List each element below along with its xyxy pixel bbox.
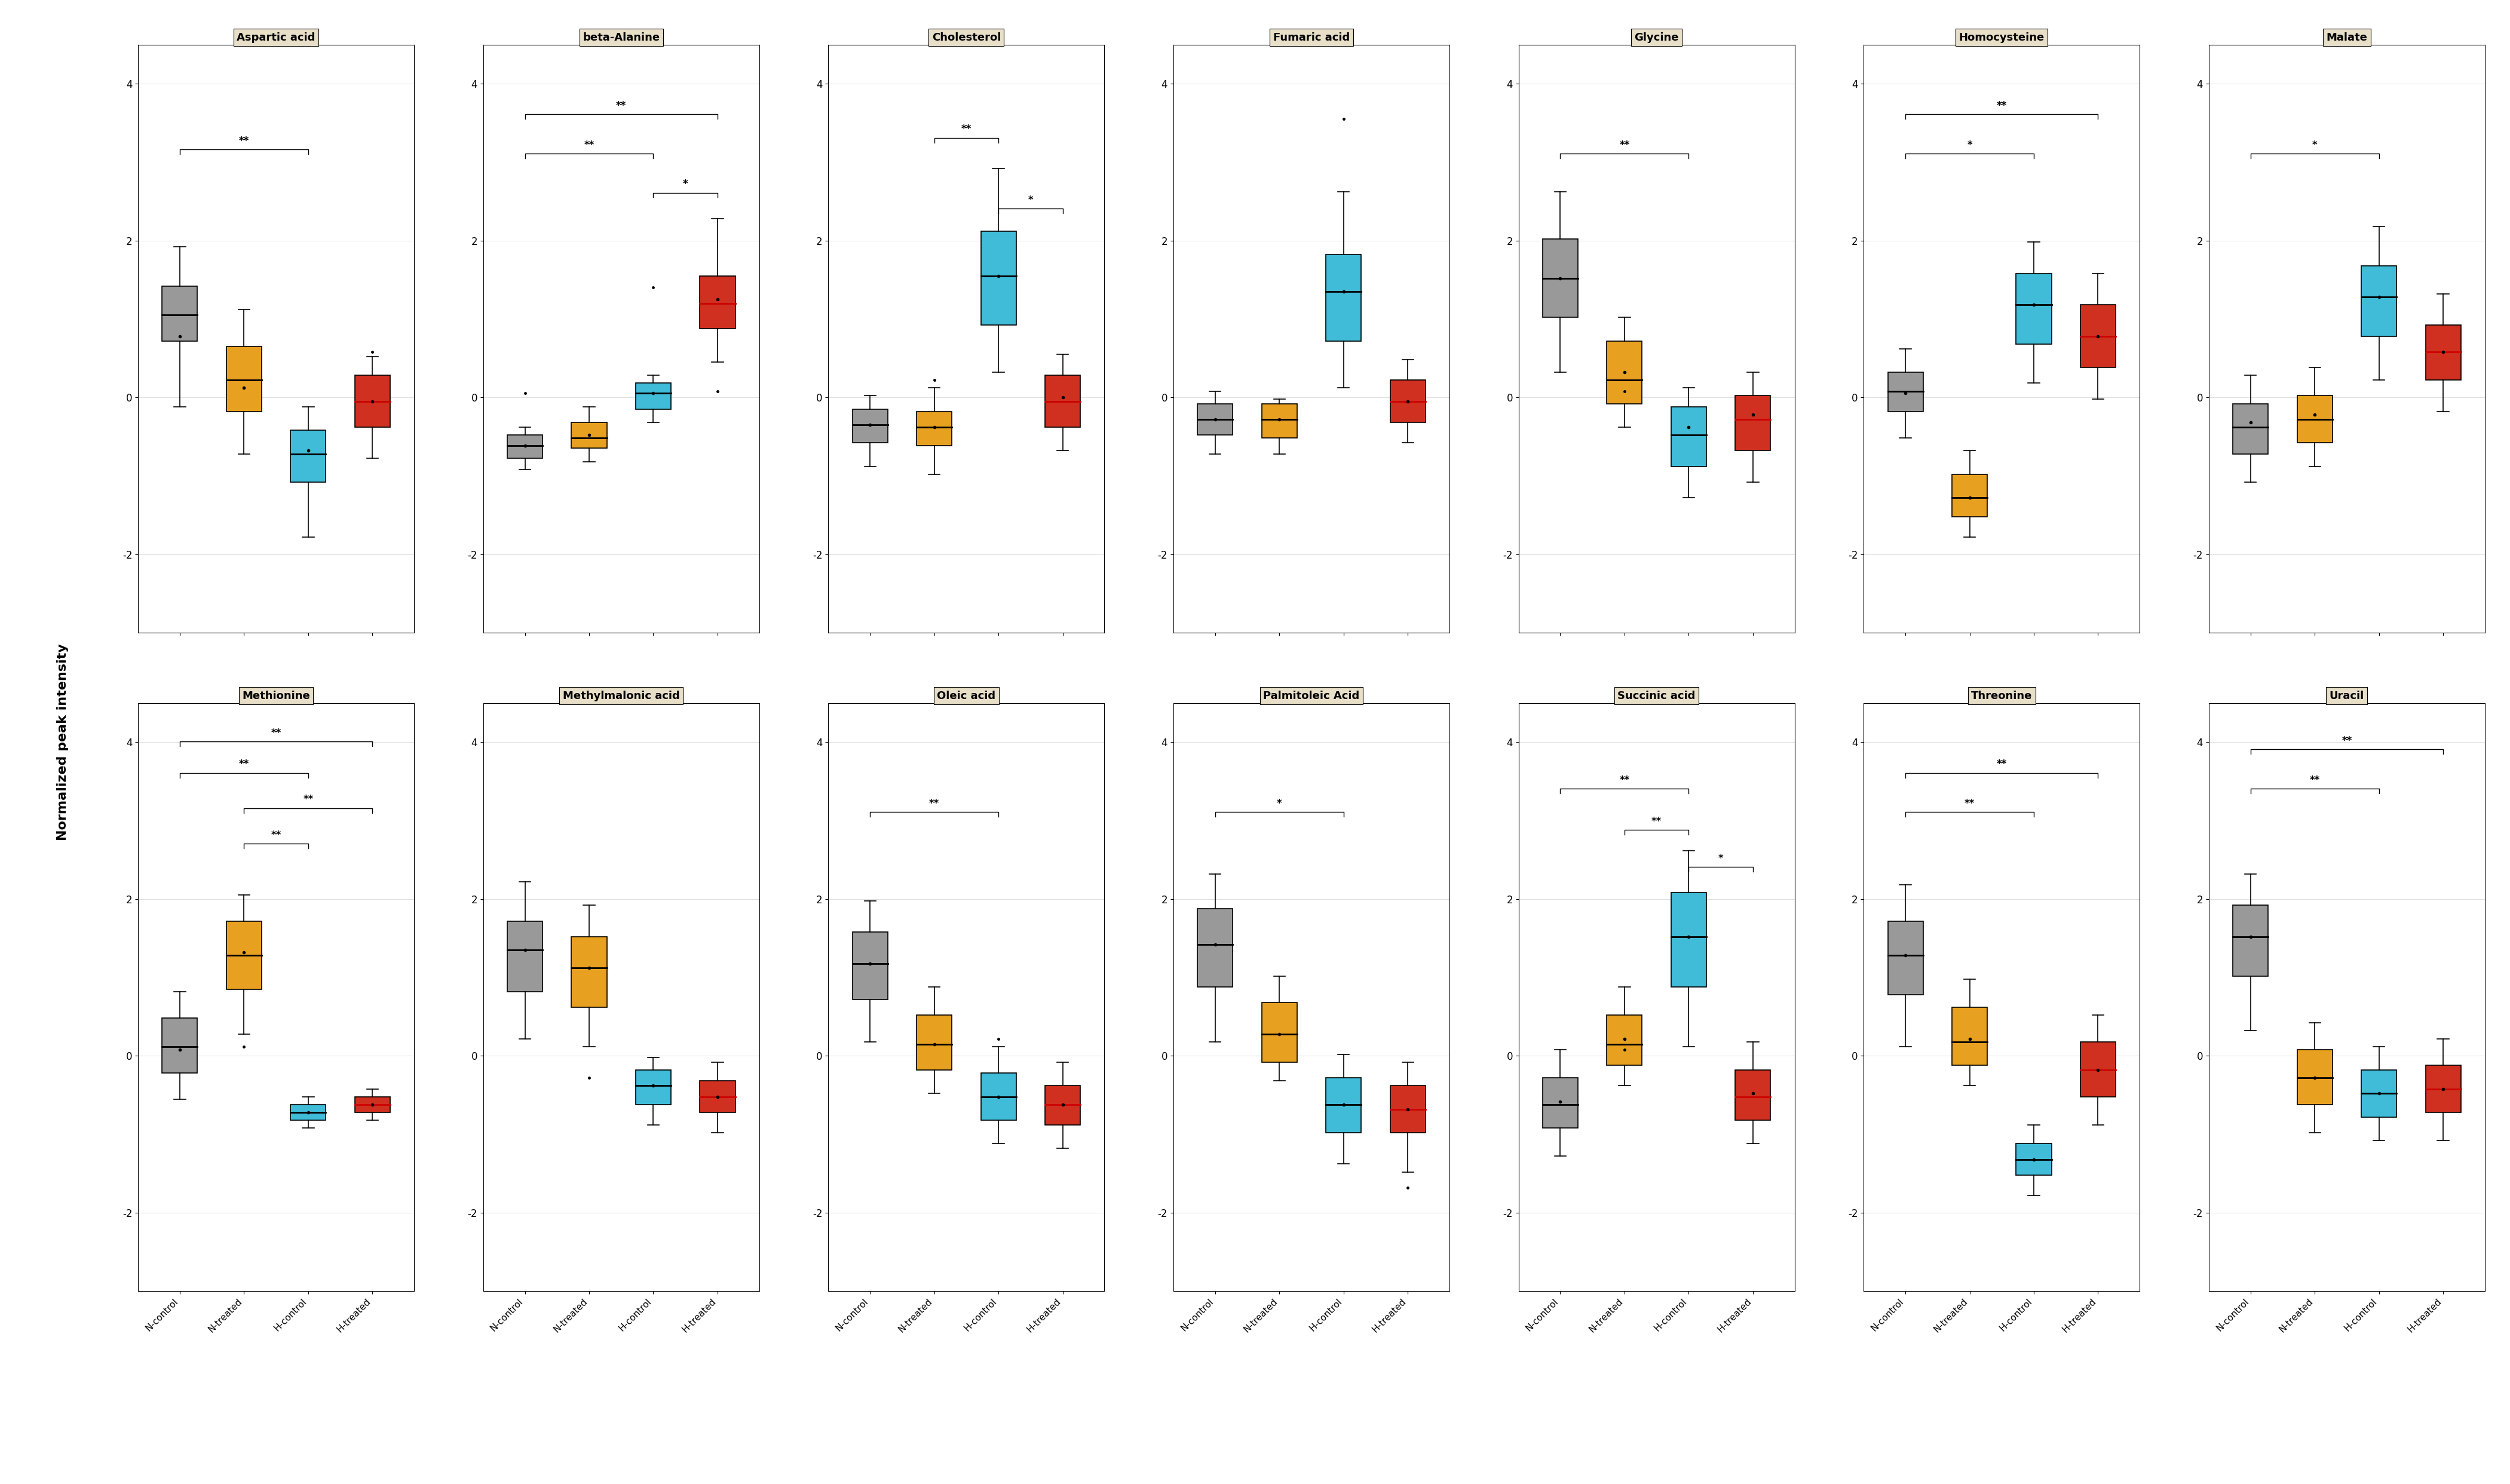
Title: Threonine: Threonine: [1970, 690, 2033, 702]
Bar: [354, 375, 389, 427]
Bar: [2362, 266, 2397, 337]
Bar: [2016, 1144, 2051, 1175]
Bar: [507, 435, 542, 459]
Bar: [2297, 396, 2332, 442]
Title: Glycine: Glycine: [1634, 33, 1679, 43]
Text: **: **: [615, 101, 628, 111]
Bar: [572, 936, 607, 1008]
Bar: [2081, 1042, 2116, 1097]
Bar: [354, 1097, 389, 1113]
Bar: [163, 286, 198, 341]
Bar: [2362, 1070, 2397, 1117]
Bar: [163, 1018, 198, 1073]
Text: **: **: [304, 794, 314, 804]
Title: Succinic acid: Succinic acid: [1616, 690, 1697, 702]
Bar: [700, 1080, 735, 1113]
Text: **: **: [1995, 101, 2008, 111]
Text: *: *: [683, 178, 688, 190]
Title: Methylmalonic acid: Methylmalonic acid: [562, 690, 680, 702]
Title: Cholesterol: Cholesterol: [931, 33, 1001, 43]
Title: Uracil: Uracil: [2329, 690, 2364, 702]
Bar: [226, 922, 261, 990]
Bar: [1672, 407, 1707, 466]
Bar: [700, 276, 735, 328]
Bar: [2297, 1049, 2332, 1104]
Text: **: **: [929, 798, 939, 809]
Bar: [916, 1015, 951, 1070]
Bar: [635, 1070, 670, 1104]
Title: Palmitoleic Acid: Palmitoleic Acid: [1263, 690, 1360, 702]
Bar: [2234, 404, 2269, 454]
Text: **: **: [961, 125, 971, 135]
Bar: [1325, 1077, 1360, 1132]
Bar: [291, 430, 326, 482]
Title: Aspartic acid: Aspartic acid: [236, 33, 316, 43]
Bar: [2234, 905, 2269, 976]
Bar: [1544, 1077, 1579, 1128]
Bar: [1888, 372, 1923, 411]
Bar: [1606, 1015, 1642, 1066]
Bar: [226, 346, 261, 411]
Text: **: **: [1619, 775, 1629, 785]
Bar: [2425, 325, 2460, 380]
Bar: [1672, 893, 1707, 987]
Text: **: **: [1965, 798, 1975, 809]
Bar: [1391, 1086, 1426, 1132]
Title: Fumaric acid: Fumaric acid: [1273, 33, 1350, 43]
Text: **: **: [271, 727, 281, 739]
Bar: [1325, 255, 1360, 341]
Bar: [635, 383, 670, 410]
Title: Malate: Malate: [2327, 33, 2367, 43]
Bar: [1544, 239, 1579, 318]
Bar: [1263, 404, 1298, 438]
Text: **: **: [1652, 816, 1662, 827]
Bar: [981, 232, 1017, 325]
Text: **: **: [271, 830, 281, 840]
Bar: [2016, 273, 2051, 344]
Text: **: **: [2309, 775, 2319, 785]
Text: *: *: [1968, 139, 1973, 150]
Text: Normalized peak intensity: Normalized peak intensity: [58, 644, 68, 840]
Text: **: **: [238, 135, 248, 147]
Bar: [1953, 475, 1988, 516]
Bar: [572, 423, 607, 448]
Text: **: **: [1619, 139, 1629, 150]
Bar: [1953, 1008, 1988, 1066]
Title: Oleic acid: Oleic acid: [936, 690, 996, 702]
Bar: [1606, 341, 1642, 404]
Bar: [1197, 908, 1232, 987]
Text: **: **: [585, 139, 595, 150]
Title: Homocysteine: Homocysteine: [1958, 33, 2046, 43]
Bar: [2081, 304, 2116, 368]
Text: *: *: [2312, 139, 2317, 150]
Bar: [853, 932, 889, 999]
Bar: [853, 410, 889, 442]
Bar: [291, 1104, 326, 1120]
Bar: [507, 922, 542, 991]
Bar: [1888, 922, 1923, 994]
Bar: [916, 411, 951, 445]
Text: **: **: [2342, 736, 2352, 746]
Text: *: *: [1719, 853, 1724, 864]
Bar: [1044, 1086, 1079, 1125]
Title: Methionine: Methionine: [241, 690, 311, 702]
Text: **: **: [238, 758, 248, 770]
Text: *: *: [1029, 194, 1034, 205]
Title: beta-Alanine: beta-Alanine: [582, 33, 660, 43]
Bar: [1044, 375, 1079, 427]
Bar: [1734, 1070, 1770, 1120]
Bar: [1263, 1003, 1298, 1063]
Text: *: *: [1278, 798, 1283, 809]
Bar: [1391, 380, 1426, 423]
Text: **: **: [1995, 758, 2008, 770]
Bar: [1734, 396, 1770, 451]
Bar: [981, 1073, 1017, 1120]
Bar: [2425, 1066, 2460, 1113]
Bar: [1197, 404, 1232, 435]
